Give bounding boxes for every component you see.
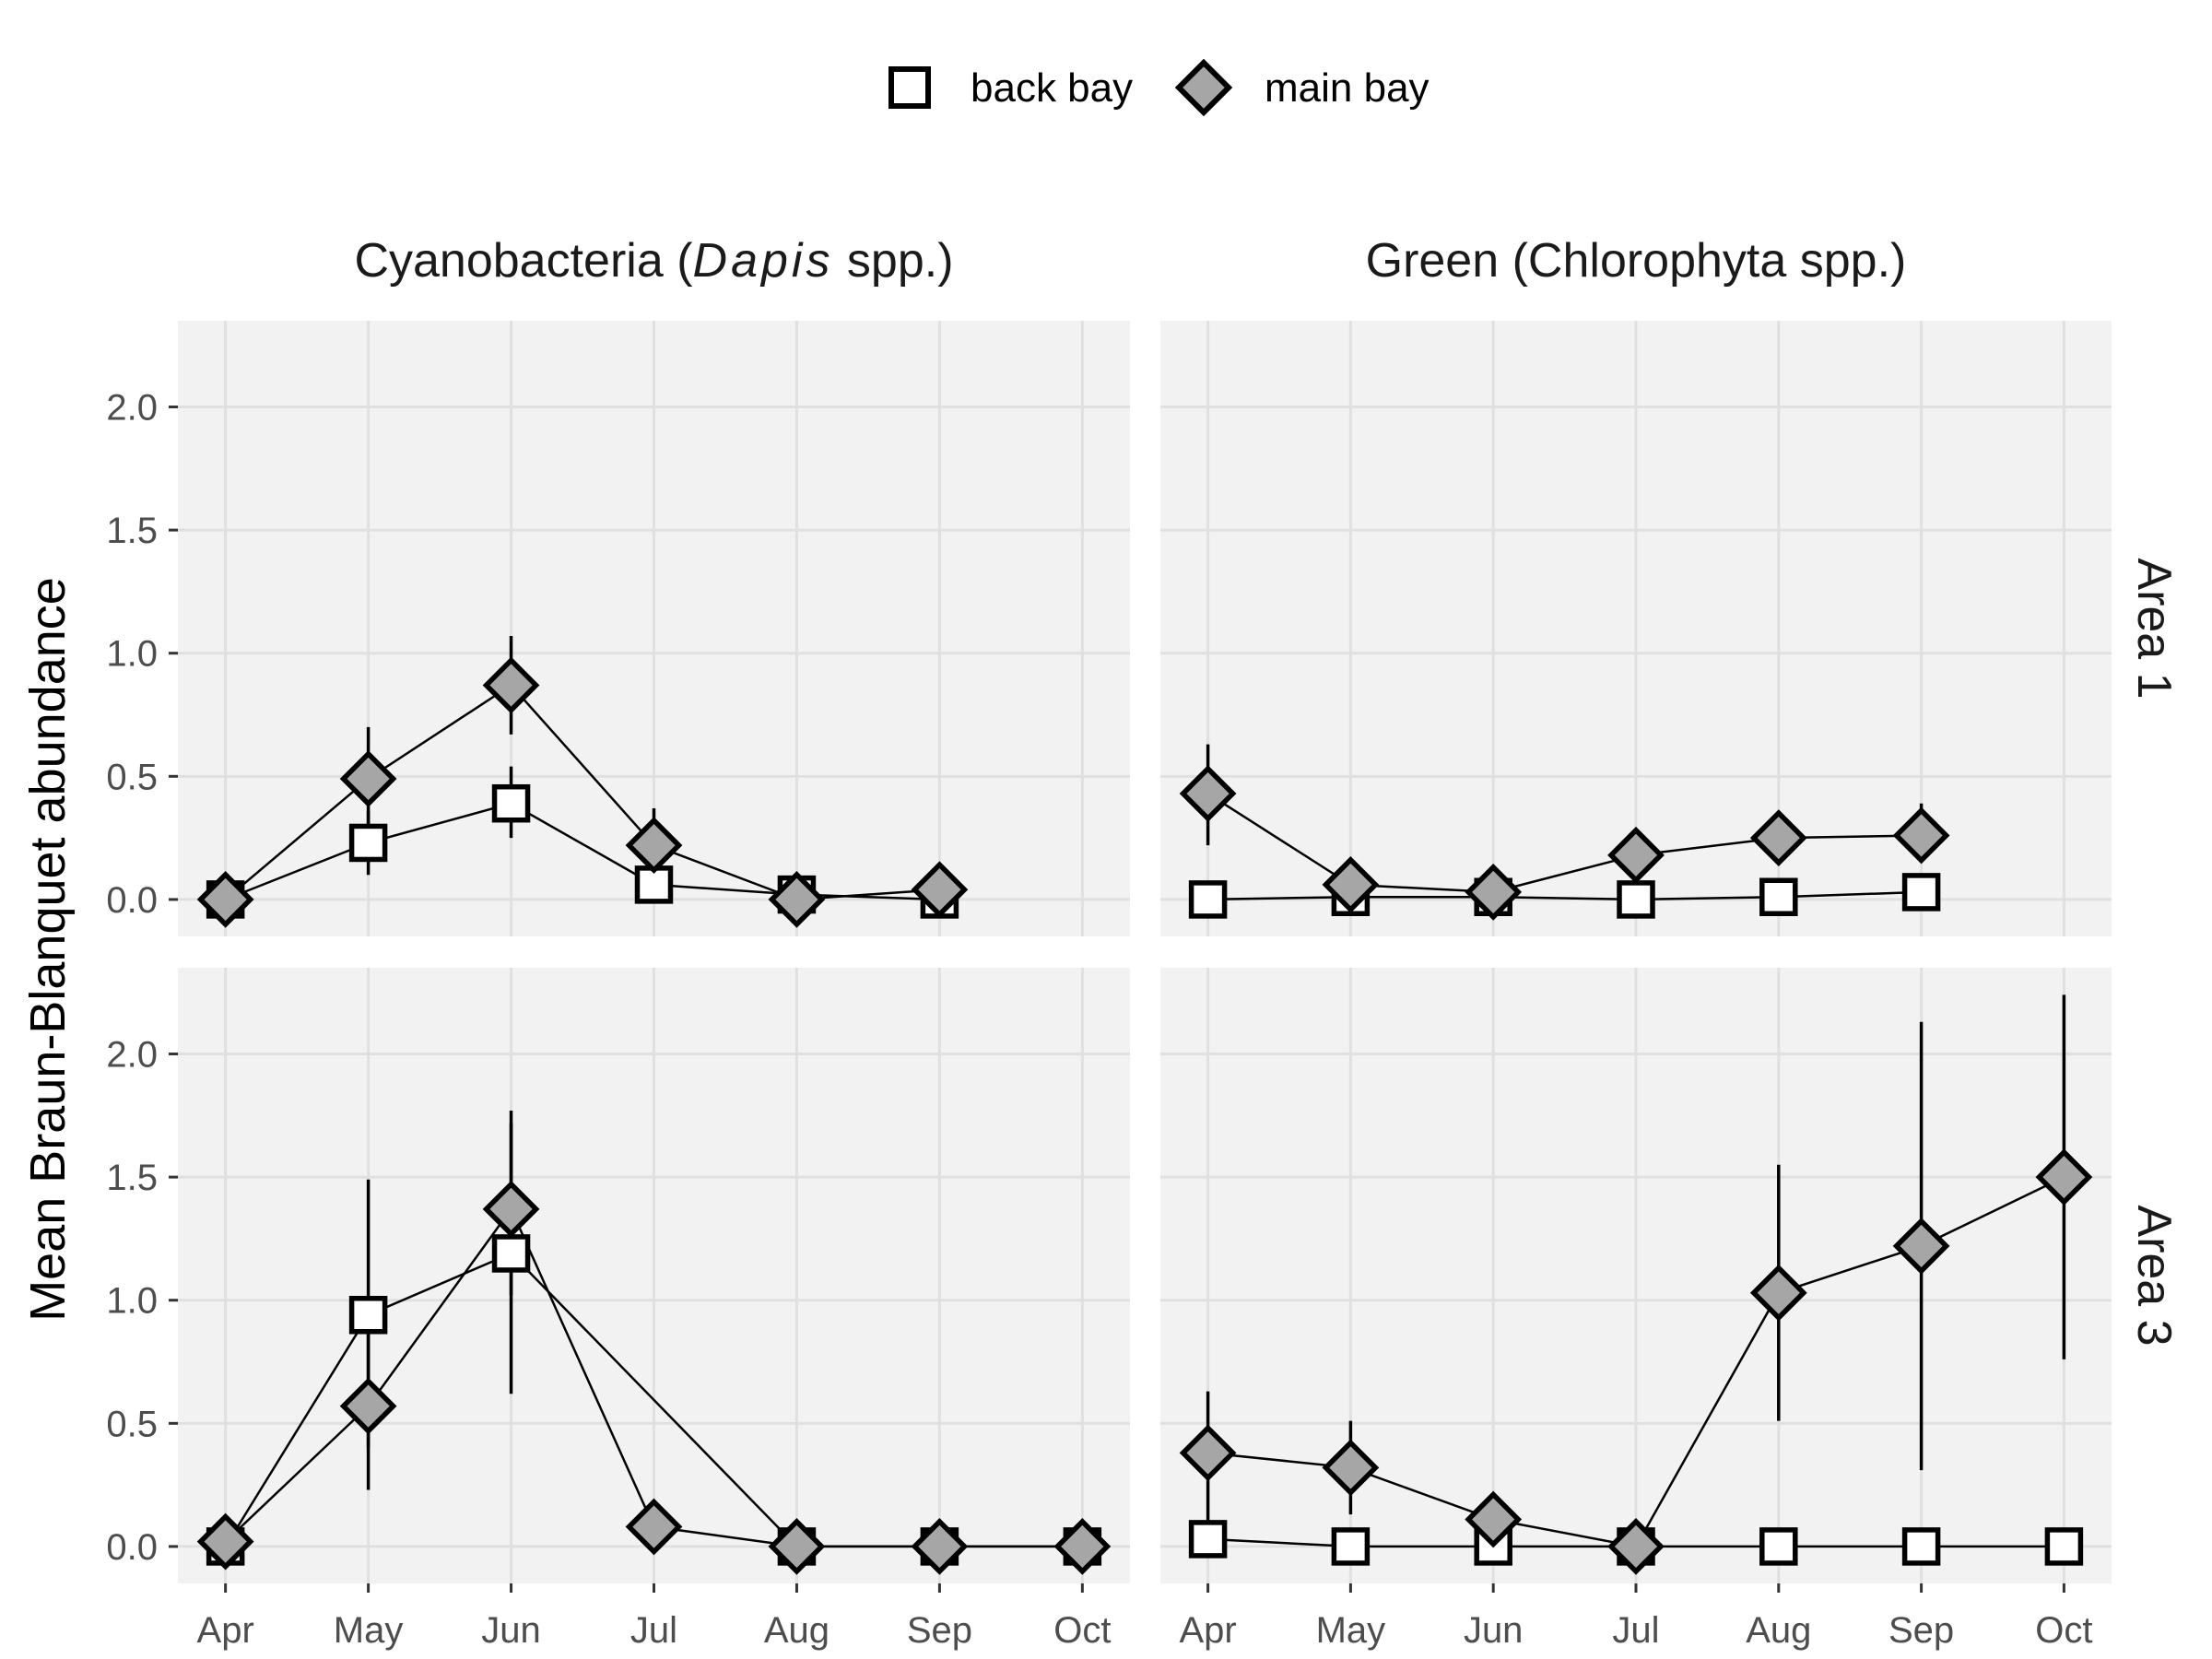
data-point-back-bay <box>1617 880 1655 919</box>
data-point-main-bay <box>1892 1218 1950 1275</box>
data-point-main-bay <box>1607 826 1665 884</box>
data-point-main-bay <box>1322 855 1380 913</box>
panel-area-3-col1: Apr May Jun Jul Aug Sep Oct <box>1160 968 2112 1651</box>
x-tick-label: Sep <box>907 1610 972 1651</box>
y-tick-label: 1.0 <box>106 634 158 675</box>
legend: back bay main bay <box>888 58 1430 117</box>
data-point-back-bay <box>1188 880 1228 919</box>
data-point-back-bay <box>2044 1527 2084 1566</box>
data-point-main-bay <box>1749 809 1807 867</box>
x-tick-label: May <box>1316 1610 1386 1651</box>
x-tick-label: Oct <box>1053 1610 1111 1651</box>
data-point-back-bay <box>1188 1520 1228 1559</box>
data-point-main-bay <box>911 1518 969 1575</box>
data-point-main-bay <box>1053 1518 1112 1575</box>
data-point-back-bay <box>491 783 531 823</box>
y-tick-label: 0.5 <box>106 757 158 797</box>
data-point-main-bay <box>1892 806 1950 865</box>
x-tick-label: Jun <box>1464 1610 1524 1651</box>
data-point-main-bay <box>482 656 540 714</box>
x-tick-label: Sep <box>1888 1610 1954 1651</box>
y-tick-label: 1.5 <box>106 511 158 551</box>
facet-panels: 0.0 0.5 1.0 1.5 2.0 0.0 0.5 1.0 1.5 2.0 Apr May Jun J… <box>106 321 2112 1651</box>
data-point-back-bay <box>1901 1527 1941 1566</box>
data-point-main-bay <box>1465 864 1523 921</box>
column-strip-title: Cyanobacteria (Dapis spp.) <box>354 234 953 288</box>
data-point-back-bay <box>1759 877 1798 916</box>
data-point-main-bay <box>1179 765 1237 822</box>
facet-strips: Cyanobacteria (Dapis spp.) Green (Chlorop… <box>354 234 2181 1347</box>
data-point-back-bay <box>348 1296 388 1335</box>
series-line-back-bay <box>1207 890 1922 901</box>
legend-diamond-icon <box>1174 58 1233 117</box>
x-tick-label: Jul <box>630 1610 677 1651</box>
data-point-main-bay <box>482 1180 540 1238</box>
data-point-main-bay <box>1179 1424 1237 1482</box>
column-strip-title: Green (Chlorophyta spp.) <box>1366 234 1907 288</box>
y-tick-label: 0.5 <box>106 1404 158 1444</box>
data-point-main-bay <box>2035 1148 2093 1206</box>
x-tick-label: Oct <box>2035 1610 2092 1651</box>
legend-entry-back-bay: back bay <box>888 65 1133 111</box>
data-point-main-bay <box>768 1518 826 1575</box>
data-point-back-bay <box>348 823 388 863</box>
data-point-main-bay <box>625 817 683 875</box>
data-point-back-bay <box>491 1234 531 1273</box>
data-point-main-bay <box>196 1512 254 1571</box>
data-point-back-bay <box>1331 1527 1371 1566</box>
x-tick-label: Aug <box>1746 1610 1811 1651</box>
y-axis-label: Mean Braun-Blanquet abundance <box>20 577 76 1322</box>
x-tick-label: Apr <box>197 1610 254 1651</box>
data-point-main-bay <box>196 871 254 928</box>
data-point-main-bay <box>1607 1518 1665 1575</box>
y-tick-label: 2.0 <box>106 1035 158 1076</box>
x-tick-label: Apr <box>1179 1610 1236 1651</box>
data-point-main-bay <box>625 1498 683 1556</box>
x-tick-label: May <box>334 1610 404 1651</box>
y-tick-label: 2.0 <box>106 388 158 429</box>
data-point-main-bay <box>339 750 397 807</box>
data-point-main-bay <box>911 861 969 919</box>
legend-entry-main-bay: main bay <box>1174 58 1430 117</box>
data-point-main-bay <box>339 1377 397 1435</box>
legend-label: main bay <box>1265 65 1430 111</box>
y-tick-label: 0.0 <box>106 1527 158 1568</box>
data-point-main-bay <box>768 871 826 928</box>
y-tick-label: 0.0 <box>106 880 158 921</box>
data-point-back-bay <box>1759 1527 1798 1566</box>
legend-square-icon <box>888 66 931 109</box>
data-point-main-bay <box>1749 1264 1807 1322</box>
y-tick-label: 1.0 <box>106 1281 158 1322</box>
data-point-main-bay <box>1465 1490 1523 1548</box>
panel-area-3-col0: 0.0 0.5 1.0 1.5 2.0 Apr May Jun Jul Aug Sep Oct <box>106 968 1130 1651</box>
row-strip-title: Area 3 <box>2127 1205 2181 1346</box>
x-tick-label: Aug <box>764 1610 830 1651</box>
row-strip-title: Area 1 <box>2127 558 2181 699</box>
legend-label: back bay <box>971 65 1133 111</box>
data-point-back-bay <box>1901 873 1941 912</box>
data-point-main-bay <box>1322 1439 1380 1497</box>
y-tick-label: 1.5 <box>106 1158 158 1198</box>
panel-area-1-col0: 0.0 0.5 1.0 1.5 2.0 <box>106 321 1130 936</box>
x-tick-label: Jun <box>481 1610 541 1651</box>
panel-area-1-col1 <box>1160 321 2112 936</box>
x-tick-label: Jul <box>1612 1610 1659 1651</box>
